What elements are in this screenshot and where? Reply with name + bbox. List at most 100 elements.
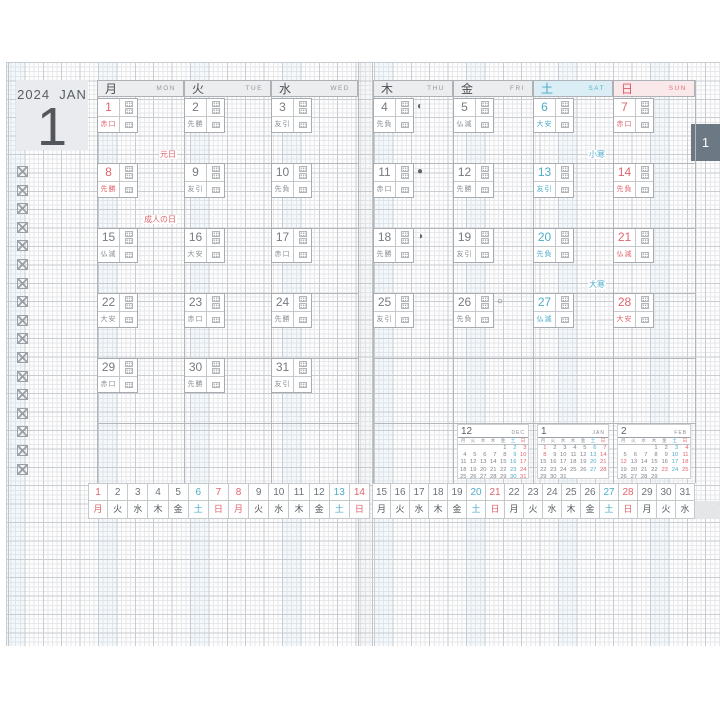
day-cell-12[interactable]: 12 先勝 xyxy=(453,163,533,228)
strip-date-26[interactable]: 26 xyxy=(581,483,600,501)
strip-dow-26[interactable]: 金 xyxy=(581,501,600,519)
strip-dow-27[interactable]: 土 xyxy=(600,501,619,519)
strip-dow-28[interactable]: 日 xyxy=(619,501,638,519)
day-cell-2[interactable]: 2 先勝 xyxy=(184,98,271,163)
checkbox-icon[interactable] xyxy=(17,463,28,475)
strip-dow-3[interactable]: 水 xyxy=(128,501,149,519)
strip-dow-9[interactable]: 火 xyxy=(249,501,270,519)
day-cell-6[interactable]: 6 大安 小寒 xyxy=(533,98,613,163)
day-cell-30[interactable]: 30 先勝 xyxy=(184,358,271,423)
day-cell-29[interactable]: 29 赤口 xyxy=(97,358,184,423)
day-cell-31[interactable]: 31 友引 xyxy=(271,358,358,423)
strip-date-24[interactable]: 24 xyxy=(543,483,562,501)
day-cell-15[interactable]: 15 仏滅 xyxy=(97,228,184,293)
day-cell-14[interactable]: 14 先負 xyxy=(613,163,695,228)
strip-dow-25[interactable]: 木 xyxy=(562,501,581,519)
day-cell-28[interactable]: 28 大安 xyxy=(613,293,695,358)
strip-dow-18[interactable]: 木 xyxy=(429,501,448,519)
checkbox-icon[interactable] xyxy=(17,203,28,215)
checkbox-icon[interactable] xyxy=(17,296,28,308)
checkbox-icon[interactable] xyxy=(17,277,28,289)
checkbox-icon[interactable] xyxy=(17,426,28,438)
checkbox-icon[interactable] xyxy=(17,352,28,363)
day-cell-11[interactable]: 11 赤口 ● xyxy=(373,163,453,228)
strip-date-3[interactable]: 3 xyxy=(128,483,149,501)
strip-date-25[interactable]: 25 xyxy=(562,483,581,501)
mini-calendar-jan[interactable]: 1 JAN 月火水木金土日 1 2 3 4 5 6 7 8 9 10 11 12 13 14 15 16 17 18 19… xyxy=(537,424,609,480)
day-cell-19[interactable]: 19 友引 xyxy=(453,228,533,293)
checkbox-icon[interactable] xyxy=(17,333,28,345)
strip-dow-24[interactable]: 水 xyxy=(543,501,562,519)
strip-date-16[interactable]: 16 xyxy=(391,483,410,501)
strip-dow-8[interactable]: 月 xyxy=(228,501,250,519)
checkbox-icon[interactable] xyxy=(17,166,28,177)
day-cell-26[interactable]: 26 先負 ○ xyxy=(453,293,533,358)
day-cell-10[interactable]: 10 先負 xyxy=(271,163,358,228)
day-cell-16[interactable]: 16 大安 xyxy=(184,228,271,293)
strip-dow-31[interactable]: 水 xyxy=(676,501,695,519)
strip-dow-29[interactable]: 月 xyxy=(638,501,657,519)
strip-dow-1[interactable]: 月 xyxy=(88,501,109,519)
strip-dow-6[interactable]: 土 xyxy=(188,501,209,519)
strip-date-13[interactable]: 13 xyxy=(329,483,350,501)
strip-date-22[interactable]: 22 xyxy=(505,483,524,501)
checkbox-icon[interactable] xyxy=(17,389,28,401)
strip-dow-23[interactable]: 火 xyxy=(524,501,543,519)
strip-date-7[interactable]: 7 xyxy=(208,483,229,501)
day-cell-5[interactable]: 5 仏滅 xyxy=(453,98,533,163)
day-cell-9[interactable]: 9 友引 xyxy=(184,163,271,228)
day-cell-7[interactable]: 7 赤口 xyxy=(613,98,695,163)
strip-dow-11[interactable]: 木 xyxy=(289,501,310,519)
checkbox-icon[interactable] xyxy=(17,314,28,326)
strip-dow-30[interactable]: 火 xyxy=(657,501,676,519)
strip-dow-13[interactable]: 土 xyxy=(329,501,350,519)
mini-calendar-dec[interactable]: 12 DEC 月火水木金土日 1 2 3 4 5 6 7 8 9 10 11 12 13 14 15 16 17 18 1… xyxy=(457,424,529,480)
day-cell-17[interactable]: 17 赤口 xyxy=(271,228,358,293)
day-cell-25[interactable]: 25 友引 xyxy=(373,293,453,358)
strip-date-31[interactable]: 31 xyxy=(676,483,695,501)
day-cell-27[interactable]: 27 仏滅 xyxy=(533,293,613,358)
day-cell-18[interactable]: 18 先勝 ◑ xyxy=(373,228,453,293)
checkbox-icon[interactable] xyxy=(17,407,28,419)
checkbox-icon[interactable] xyxy=(17,370,28,382)
checkbox-icon[interactable] xyxy=(17,259,28,270)
strip-dow-16[interactable]: 火 xyxy=(391,501,410,519)
strip-dow-22[interactable]: 月 xyxy=(505,501,524,519)
strip-date-6[interactable]: 6 xyxy=(188,483,209,501)
strip-date-9[interactable]: 9 xyxy=(249,483,270,501)
strip-date-17[interactable]: 17 xyxy=(410,483,429,501)
day-cell-3[interactable]: 3 友引 xyxy=(271,98,358,163)
checkbox-icon[interactable] xyxy=(17,184,28,196)
strip-dow-12[interactable]: 金 xyxy=(309,501,330,519)
strip-dow-19[interactable]: 金 xyxy=(448,501,467,519)
day-cell-8[interactable]: 8 先勝 成人の日 xyxy=(97,163,184,228)
checkbox-icon[interactable] xyxy=(17,445,28,456)
strip-dow-17[interactable]: 水 xyxy=(410,501,429,519)
strip-date-8[interactable]: 8 xyxy=(228,483,250,501)
day-cell-4[interactable]: 4 先負 ◐ xyxy=(373,98,453,163)
strip-date-14[interactable]: 14 xyxy=(349,483,370,501)
strip-date-15[interactable]: 15 xyxy=(372,483,391,501)
strip-date-19[interactable]: 19 xyxy=(448,483,467,501)
strip-dow-2[interactable]: 火 xyxy=(108,501,129,519)
day-cell-24[interactable]: 24 先勝 xyxy=(271,293,358,358)
strip-date-1[interactable]: 1 xyxy=(88,483,109,501)
strip-date-10[interactable]: 10 xyxy=(269,483,290,501)
strip-dow-5[interactable]: 金 xyxy=(168,501,189,519)
strip-dow-4[interactable]: 木 xyxy=(148,501,169,519)
strip-dow-20[interactable]: 土 xyxy=(467,501,486,519)
strip-dow-15[interactable]: 月 xyxy=(372,501,391,519)
strip-date-29[interactable]: 29 xyxy=(638,483,657,501)
strip-dow-14[interactable]: 日 xyxy=(349,501,370,519)
day-cell-21[interactable]: 21 仏滅 xyxy=(613,228,695,293)
strip-date-12[interactable]: 12 xyxy=(309,483,330,501)
day-cell-1[interactable]: 1 赤口 元日 xyxy=(97,98,184,163)
strip-date-28[interactable]: 28 xyxy=(619,483,638,501)
strip-date-18[interactable]: 18 xyxy=(429,483,448,501)
day-cell-13[interactable]: 13 友引 xyxy=(533,163,613,228)
mini-calendar-feb[interactable]: 2 FEB 月火水木金土日 1 2 3 4 5 6 7 8 9 10 11 12 13 14 15 16 17 18 19… xyxy=(617,424,691,480)
strip-date-5[interactable]: 5 xyxy=(168,483,189,501)
strip-date-11[interactable]: 11 xyxy=(289,483,310,501)
strip-date-23[interactable]: 23 xyxy=(524,483,543,501)
day-cell-22[interactable]: 22 大安 xyxy=(97,293,184,358)
